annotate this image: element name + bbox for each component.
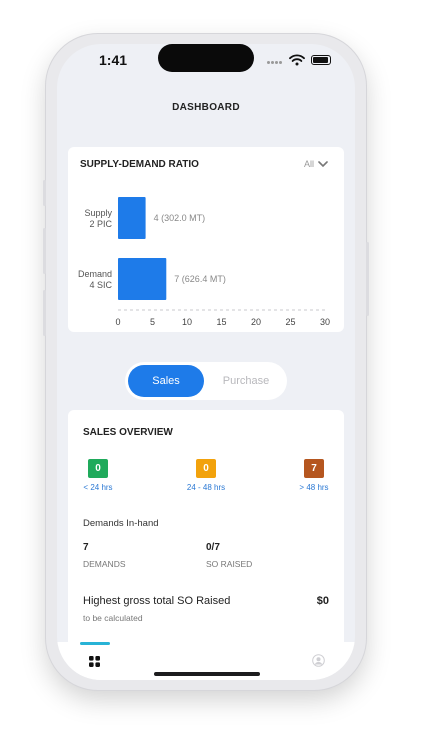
- mode-toggle: Sales Purchase: [125, 362, 287, 400]
- aging-label: > 48 hrs: [299, 483, 329, 492]
- gross-total-label: Highest gross total SO Raised: [83, 595, 231, 607]
- category-label: Demand: [78, 269, 112, 279]
- aging-label: < 24 hrs: [83, 483, 113, 492]
- bar-supply[interactable]: [118, 197, 146, 239]
- aging-badge: 0: [88, 459, 108, 478]
- so-raised-label: SO RAISED: [206, 559, 253, 569]
- bar-demand[interactable]: [118, 258, 167, 300]
- dynamic-island: [158, 44, 254, 72]
- x-tick-label: 30: [320, 317, 330, 327]
- demands-inhand-heading: Demands In-hand: [83, 518, 159, 529]
- filter-dropdown[interactable]: All: [304, 159, 328, 169]
- home-indicator: [154, 672, 260, 676]
- x-tick-label: 25: [285, 317, 295, 327]
- status-time: 1:41: [99, 52, 128, 68]
- phone-volume-up: [43, 228, 46, 274]
- aging-24-48[interactable]: 0 24 - 48 hrs: [182, 458, 230, 492]
- dashboard-grid-icon[interactable]: [89, 656, 100, 667]
- profile-icon[interactable]: [312, 654, 325, 667]
- x-tick-label: 5: [150, 317, 155, 327]
- category-sublabel: 2 PIC: [89, 219, 112, 229]
- active-tab-indicator: [80, 642, 110, 645]
- phone-volume-down: [43, 290, 46, 336]
- bar-data-label: 4 (302.0 MT): [154, 213, 206, 223]
- app-screen: 1:41 DASHBOARD SUPPLY-DEMAND RATIO All 0…: [57, 44, 355, 680]
- gross-total-subtext: to be calculated: [83, 613, 143, 623]
- gross-total-value: $0: [316, 595, 329, 607]
- aging-under-24[interactable]: 0 < 24 hrs: [80, 458, 116, 492]
- sales-overview-card: SALES OVERVIEW 0 < 24 hrs 0 24 - 48 hrs …: [68, 410, 344, 680]
- category-sublabel: 4 SIC: [89, 280, 112, 290]
- demands-count: 7: [83, 542, 89, 553]
- bottom-tab-bar: [57, 642, 355, 680]
- phone-power-button: [366, 242, 369, 316]
- tab-sales[interactable]: Sales: [128, 365, 204, 397]
- bar-data-label: 7 (626.4 MT): [174, 274, 226, 284]
- page-title: DASHBOARD: [172, 102, 240, 113]
- chevron-down-icon: [318, 160, 328, 167]
- status-icons: [267, 51, 331, 69]
- aging-badge: 7: [304, 459, 324, 478]
- battery-icon: [311, 55, 331, 65]
- sales-overview-title: SALES OVERVIEW: [83, 427, 173, 438]
- x-tick-label: 0: [115, 317, 120, 327]
- aging-badge: 0: [196, 459, 216, 478]
- so-raised-count: 0/7: [206, 542, 220, 553]
- phone-mute-switch: [43, 180, 46, 206]
- x-tick-label: 10: [182, 317, 192, 327]
- aging-over-48[interactable]: 7 > 48 hrs: [294, 458, 334, 492]
- aging-label: 24 - 48 hrs: [186, 483, 226, 492]
- x-tick-label: 15: [216, 317, 226, 327]
- signal-dots-icon: [267, 51, 283, 69]
- wifi-icon: [289, 54, 305, 66]
- supply-demand-card: SUPPLY-DEMAND RATIO All 0 5 10 15 20 25 30 4 (3…: [68, 147, 344, 332]
- tab-purchase[interactable]: Purchase: [222, 375, 270, 387]
- filter-label: All: [303, 159, 314, 169]
- supply-demand-title: SUPPLY-DEMAND RATIO: [80, 159, 199, 170]
- demands-label: DEMANDS: [83, 559, 126, 569]
- category-label: Supply: [84, 208, 112, 218]
- x-tick-label: 20: [251, 317, 261, 327]
